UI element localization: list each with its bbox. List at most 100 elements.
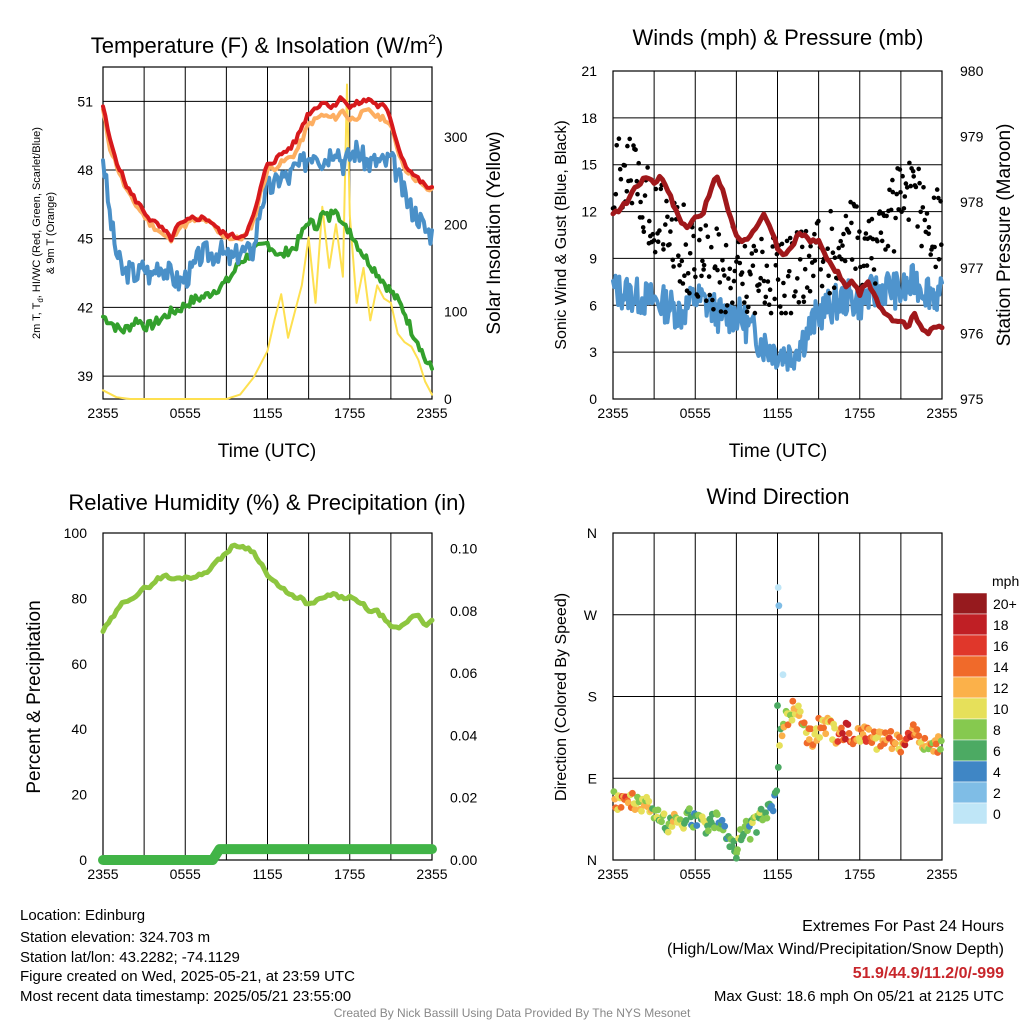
gust-point — [757, 282, 762, 287]
info-location: Location: Edinburg — [20, 907, 146, 924]
rh-xtick-label: 0555 — [170, 866, 201, 882]
gust-point — [624, 189, 630, 194]
gust-point — [779, 310, 784, 316]
rh-ytick-right: 0.08 — [450, 603, 477, 619]
gust-point — [647, 218, 652, 224]
rh-border — [102, 532, 433, 861]
direction-point — [774, 584, 782, 591]
direction-point — [664, 828, 672, 836]
gust-point — [720, 267, 726, 273]
gust-point — [907, 160, 912, 166]
direction-point — [913, 726, 921, 733]
direction-point — [820, 724, 827, 732]
gust-point — [768, 310, 774, 316]
gust-point — [655, 239, 661, 244]
gust-point — [723, 242, 729, 248]
gust-point — [722, 273, 727, 278]
gust-point — [806, 253, 812, 259]
dir-xtick-label: 1155 — [762, 866, 792, 882]
direction-point — [796, 708, 804, 715]
rh-xtick-label: 2355 — [87, 866, 118, 882]
gust-point — [622, 163, 628, 168]
gust-point — [818, 267, 823, 272]
gust-point — [762, 300, 768, 306]
gust-point — [917, 180, 922, 186]
gust-point — [693, 274, 698, 280]
temp-ytick-left: 42 — [77, 299, 93, 315]
temp-xtick-label: 2355 — [87, 405, 118, 421]
gust-point — [650, 231, 656, 237]
gust-point — [700, 258, 705, 264]
gust-point — [878, 230, 884, 235]
wind-frame — [612, 70, 943, 400]
info-recent: Most recent data timestamp: 2025/05/21 2… — [20, 988, 352, 1005]
gust-point — [760, 249, 765, 255]
temp-ytick-right: 100 — [444, 304, 468, 320]
direction-point — [822, 730, 830, 738]
dir-xtick-label: 0555 — [680, 866, 711, 882]
rh-ytick-right: 0.00 — [450, 852, 477, 868]
gust-point — [922, 217, 928, 223]
temp-xtick-label: 1155 — [252, 405, 282, 421]
gust-point — [791, 294, 797, 299]
temp-xtick-label: 2355 — [416, 405, 447, 421]
direction-point — [839, 730, 846, 737]
gust-point — [670, 257, 675, 263]
direction-point — [800, 719, 808, 727]
gust-point — [890, 189, 896, 195]
gust-point — [875, 238, 880, 244]
gust-point — [934, 187, 940, 192]
gust-point — [709, 244, 714, 250]
rh-ytick-left: 60 — [71, 656, 87, 672]
direction-point — [624, 799, 632, 807]
gust-point — [918, 209, 923, 215]
gust-point — [783, 310, 788, 316]
extremes-values: 51.9/44.9/11.2/0/-999 — [852, 965, 1004, 982]
temp-ytick-right: 300 — [444, 129, 468, 145]
gust-point — [660, 242, 666, 247]
gust-point — [894, 191, 899, 197]
dewpoint-line — [101, 208, 434, 371]
gust-point — [928, 252, 933, 257]
gust-point — [759, 236, 764, 242]
gust-point — [772, 296, 777, 302]
direction-point — [734, 846, 741, 853]
direction-point — [774, 702, 781, 709]
wind-ytick-left: 6 — [589, 297, 597, 313]
dir-ytick-left: S — [588, 689, 597, 705]
gust-point — [879, 238, 885, 244]
gust-point — [936, 257, 942, 262]
gust-point — [863, 231, 869, 236]
gust-point — [744, 294, 749, 300]
direction-point — [693, 822, 701, 829]
gust-point — [885, 243, 891, 249]
gust-point — [634, 178, 640, 184]
gust-point — [897, 167, 903, 172]
rh-ytick-left: 0 — [79, 852, 87, 868]
gust-point — [884, 213, 889, 219]
direction-point — [645, 797, 653, 805]
temp-ylabel-left: 2m T, Td, HI/WC (Red, Green, Scarlet/Blu… — [31, 127, 45, 339]
gust-point — [761, 278, 767, 284]
direction-point — [721, 822, 729, 830]
rh-ytick-right: 0.04 — [450, 727, 477, 743]
gust-point — [671, 264, 676, 269]
info-latlon: Station lat/lon: 43.2282; -74.1129 — [20, 949, 240, 966]
gust-point — [793, 289, 798, 294]
gust-point — [701, 262, 707, 268]
gust-point — [913, 184, 919, 190]
direction-point — [901, 741, 909, 749]
direction-point — [862, 738, 870, 745]
gust-point — [774, 251, 780, 257]
speed-legend-label: 18 — [993, 617, 1009, 633]
gust-point — [691, 233, 696, 239]
direction-point — [874, 733, 882, 741]
gust-point — [665, 214, 670, 220]
gust-point — [669, 217, 675, 222]
direction-point — [617, 804, 625, 811]
direction-point — [660, 810, 668, 818]
direction-point — [711, 824, 718, 832]
gust-point — [613, 191, 619, 197]
gust-point — [887, 187, 892, 193]
gust-point — [724, 303, 730, 308]
